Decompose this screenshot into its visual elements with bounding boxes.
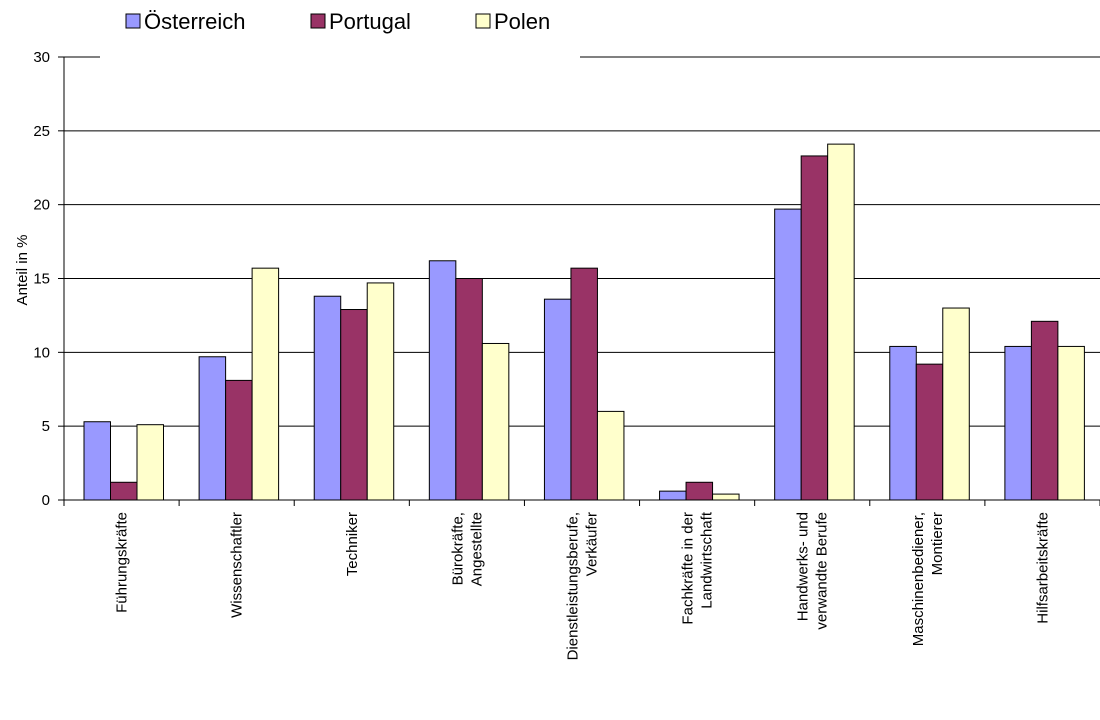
bar <box>712 493 740 501</box>
bar <box>659 490 687 501</box>
y-tick-label: 5 <box>42 418 50 435</box>
bar <box>110 481 138 501</box>
x-category-label: Techniker <box>344 512 361 576</box>
bar <box>481 342 510 501</box>
bar <box>455 278 483 501</box>
x-category-label: Landwirtschaft <box>699 511 716 609</box>
axis-labels: 0 5 10 15 20 25 30 Führungskräfte Wissenschaftle… <box>14 49 1051 660</box>
bar <box>889 345 917 501</box>
bar <box>366 282 395 501</box>
legend: Österreich Portugal Polen <box>125 9 550 34</box>
bar <box>596 410 625 501</box>
bar <box>340 309 368 501</box>
bar <box>225 379 253 501</box>
legend-swatch <box>475 13 491 29</box>
x-category-label: Verkäufer <box>584 512 601 576</box>
bar <box>800 155 829 501</box>
bar <box>774 208 802 501</box>
bar <box>827 143 855 501</box>
bar <box>428 260 457 501</box>
bar <box>1057 345 1085 501</box>
y-tick-label: 20 <box>33 197 50 214</box>
x-category-label: Montierer <box>929 512 946 575</box>
x-category-label: Dienstleistungsberufe, <box>565 512 582 660</box>
bar <box>1030 320 1059 501</box>
x-category-label: verwandte Berufe <box>814 512 831 630</box>
legend-label: Portugal <box>329 9 411 34</box>
bar <box>251 267 280 501</box>
x-category-label: Maschinenbediener, <box>910 512 927 646</box>
bar <box>1004 345 1032 501</box>
x-category-label: Fachkräfte in der <box>680 512 697 625</box>
y-axis-title: Anteil in % <box>14 235 31 306</box>
bar <box>543 298 572 501</box>
bar <box>685 481 714 501</box>
x-category-label: Wissenschaftler <box>229 512 246 618</box>
bar <box>136 424 164 501</box>
legend-label: Polen <box>494 9 550 34</box>
y-tick-label: 25 <box>33 123 50 140</box>
bars <box>83 143 1085 501</box>
y-tick-label: 15 <box>33 271 50 288</box>
bar <box>570 267 598 501</box>
bar <box>198 356 227 501</box>
y-tick-label: 30 <box>33 49 50 66</box>
legend-swatch <box>310 13 326 29</box>
x-category-label: Hilfsarbeitskräfte <box>1034 512 1051 624</box>
bar <box>942 307 970 501</box>
x-category-label: Angestellte <box>468 512 485 586</box>
legend-label: Österreich <box>144 9 245 34</box>
x-category-label: Führungskräfte <box>114 512 131 613</box>
bar <box>915 363 944 501</box>
axes <box>58 56 1100 506</box>
bar <box>313 295 342 501</box>
y-tick-label: 10 <box>33 344 50 361</box>
y-tick-label: 0 <box>42 492 50 509</box>
bar <box>83 421 111 501</box>
legend-swatch <box>125 13 141 29</box>
x-category-label: Bürokräfte, <box>449 512 466 585</box>
x-category-label: Handwerks- und <box>795 512 812 621</box>
